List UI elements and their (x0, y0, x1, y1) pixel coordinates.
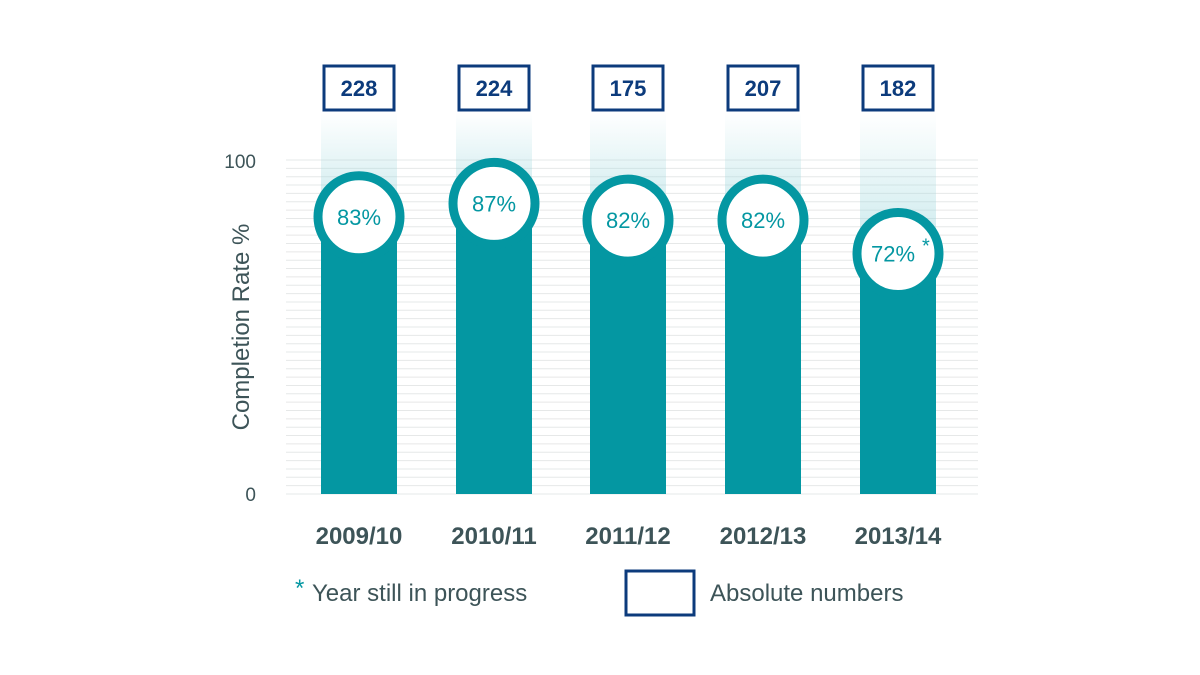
bar (456, 203, 532, 495)
bars: 83% 87% 82% 82% 72% * (313, 157, 944, 495)
x-tick-label: 2009/10 (316, 523, 403, 550)
legend-asterisk: * (295, 575, 304, 602)
value-circle (448, 157, 540, 249)
legend-in-progress-label: Year still in progress (312, 580, 527, 607)
legend-absolute-label: Absolute numbers (710, 580, 903, 607)
y-tick-0: 0 (245, 485, 256, 506)
absolute-number-box (322, 64, 396, 112)
y-axis-label: Completion Rate % (228, 224, 255, 431)
x-tick-label: 2012/13 (720, 523, 807, 550)
legend: * Year still in progress Absolute number… (295, 569, 903, 617)
bar (321, 216, 397, 494)
absolute-number-label: 182 (880, 76, 917, 101)
data-label: 83% (337, 205, 381, 230)
absolute-number-label: 224 (476, 76, 513, 101)
absolute-number-label: 228 (341, 76, 378, 101)
value-circle (852, 208, 944, 300)
absolute-number-label: 207 (745, 76, 782, 101)
absolute-number-boxes: 228 2009/10 224 2010/11 175 2011/12 207 2012/13… (316, 64, 942, 550)
legend-box-swatch (624, 569, 696, 617)
y-tick-100: 100 (224, 152, 256, 173)
absolute-number-box (861, 64, 935, 112)
value-circle (582, 174, 674, 266)
x-tick-label: 2013/14 (855, 523, 942, 550)
value-circle (717, 174, 809, 266)
absolute-number-box (591, 64, 665, 112)
data-label: 72% (871, 242, 915, 267)
bar (590, 220, 666, 494)
absolute-number-box (726, 64, 800, 112)
asterisk-marker: * (922, 236, 930, 258)
x-tick-label: 2011/12 (585, 523, 670, 550)
data-label: 87% (472, 191, 516, 216)
value-circle (313, 171, 405, 263)
bar (725, 220, 801, 494)
data-label: 82% (606, 208, 650, 233)
data-label: 82% (741, 208, 785, 233)
x-tick-label: 2010/11 (451, 523, 536, 550)
absolute-number-label: 175 (610, 76, 647, 101)
absolute-number-box (457, 64, 531, 112)
